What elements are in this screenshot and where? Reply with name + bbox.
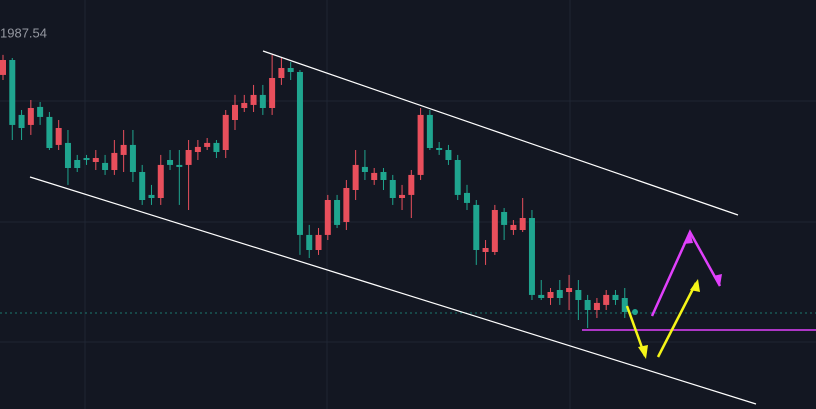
candle-body (259, 94, 266, 108)
candle-body (278, 68, 285, 78)
candle-body (538, 294, 545, 298)
candle-body (603, 294, 610, 305)
candle-body (464, 192, 470, 203)
candle-body (120, 144, 127, 155)
candle-body (556, 290, 563, 298)
candle-body (315, 234, 322, 250)
candle-body (408, 174, 415, 195)
candle-body (482, 248, 489, 252)
arrow-head (713, 274, 722, 286)
candle-body (445, 150, 452, 160)
candle-body (46, 116, 53, 148)
candle-body (566, 288, 573, 292)
candle-body (139, 172, 146, 200)
candle-body (399, 194, 406, 198)
candle-body (343, 188, 350, 222)
candle-body (380, 172, 387, 180)
candle-body (148, 194, 155, 198)
candle-body (612, 294, 619, 300)
candle-body (621, 298, 628, 312)
candle-body (241, 102, 248, 108)
candle-body (584, 300, 591, 310)
candle-body (519, 218, 526, 230)
yellow-arrow-up (656, 282, 698, 358)
candle-body (213, 142, 220, 152)
candle-body (102, 162, 109, 170)
candle-body (296, 72, 303, 235)
candle-body (436, 148, 443, 150)
candle-body (167, 160, 174, 165)
candle-body (334, 200, 341, 225)
candle-body (593, 302, 600, 310)
candle-body (250, 94, 257, 105)
candle-body (575, 290, 582, 300)
arrow-head (690, 279, 700, 292)
candle-body (64, 142, 71, 168)
last-price-dot (632, 309, 638, 315)
candle-body (204, 142, 211, 147)
candle-body (510, 224, 517, 230)
candle-body (352, 164, 359, 190)
drawings (29, 50, 816, 405)
channel-upper (262, 50, 739, 216)
candle-body (547, 292, 554, 298)
candle-body (371, 172, 378, 180)
candle-body (269, 78, 276, 108)
candle-body (83, 158, 90, 160)
candle-body (111, 152, 118, 170)
candle-body (361, 166, 368, 172)
candle-body (287, 68, 294, 72)
candle-body (491, 210, 498, 252)
arrow-head (683, 232, 693, 244)
candle-body (426, 114, 433, 148)
candle-body (157, 164, 164, 198)
channel-lower (29, 176, 757, 405)
candle-body (501, 212, 508, 225)
candle-body (324, 200, 331, 235)
candle-body (9, 60, 16, 125)
candle-body (306, 234, 313, 250)
candle-body (389, 180, 396, 198)
candle-body (417, 114, 424, 175)
candle-body (27, 108, 34, 125)
candle-body (92, 158, 99, 162)
candle-body (528, 218, 535, 295)
candle-body (176, 164, 183, 167)
candles (0, 54, 628, 328)
candle-body (194, 146, 201, 152)
candle-body (232, 104, 238, 120)
arrow-head (638, 345, 648, 359)
candle-body (74, 160, 81, 168)
price-label: 1987.54 (0, 25, 47, 40)
candle-body (0, 60, 6, 75)
candle-body (18, 114, 25, 128)
candle-body (185, 150, 192, 165)
candle-body (37, 106, 44, 117)
candle-body (55, 128, 62, 145)
candle-body (129, 144, 136, 172)
candle-body (473, 204, 480, 250)
candle-body (454, 160, 461, 195)
candle-body (222, 114, 229, 150)
